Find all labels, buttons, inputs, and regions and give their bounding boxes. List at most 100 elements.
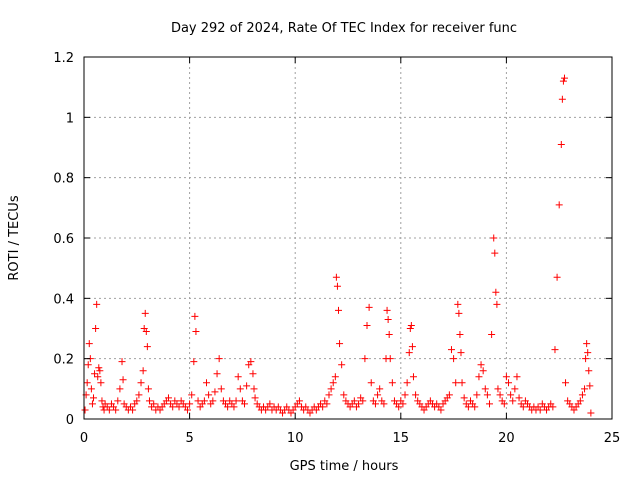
x-tick-label: 25 <box>604 431 621 446</box>
data-point <box>336 340 344 348</box>
data-point <box>460 394 468 402</box>
plot-frame <box>83 56 613 420</box>
data-point <box>144 385 152 393</box>
data-point <box>505 379 513 387</box>
chart-title: Day 292 of 2024, Rate Of TEC Index for r… <box>171 21 517 36</box>
data-point <box>490 234 498 242</box>
data-point <box>380 400 388 408</box>
data-point <box>215 355 223 363</box>
data-point <box>84 361 92 369</box>
data-point <box>192 328 200 336</box>
x-tick-label: 5 <box>185 431 193 446</box>
data-point <box>385 331 393 339</box>
data-point <box>395 403 403 411</box>
data-point <box>581 385 589 393</box>
data-point <box>213 370 221 378</box>
data-point <box>243 382 251 390</box>
data-point <box>143 343 151 351</box>
data-point <box>500 400 508 408</box>
data-point <box>333 282 341 290</box>
data-point <box>319 403 327 411</box>
data-point <box>217 385 225 393</box>
y-axis-label: ROTI / TECUs <box>7 195 22 280</box>
data-point <box>175 403 183 411</box>
grid-lines <box>84 57 612 419</box>
data-point <box>340 391 348 399</box>
data-point <box>338 361 346 369</box>
data-point <box>365 303 373 311</box>
data-point <box>578 391 586 399</box>
data-point <box>236 385 244 393</box>
data-point <box>247 358 255 366</box>
data-point <box>164 394 172 402</box>
data-point <box>266 400 274 408</box>
data-point <box>515 394 523 402</box>
data-point <box>119 376 127 384</box>
data-point <box>558 95 566 103</box>
data-point <box>350 397 358 405</box>
data-point <box>194 397 202 405</box>
data-point <box>190 358 198 366</box>
data-point <box>329 379 337 387</box>
data-point <box>560 74 568 82</box>
data-point <box>496 391 504 399</box>
data-point <box>332 273 340 281</box>
data-point <box>483 391 491 399</box>
data-point <box>93 300 101 308</box>
data-point <box>456 331 464 339</box>
data-point <box>211 388 219 396</box>
data-point <box>457 349 465 357</box>
data-point <box>83 379 91 387</box>
data-point <box>473 391 481 399</box>
data-point <box>406 325 414 332</box>
data-point <box>250 385 258 393</box>
data-point <box>557 140 565 148</box>
data-point <box>488 331 496 339</box>
data-point <box>331 373 339 381</box>
data-point <box>137 379 145 387</box>
data-point <box>509 397 517 405</box>
x-tick-label: 20 <box>498 431 515 446</box>
data-point <box>205 391 213 399</box>
data-point <box>145 397 153 405</box>
x-axis-label: GPS time / hours <box>290 459 399 474</box>
data-point <box>327 385 335 393</box>
data-point <box>454 300 462 308</box>
data-point <box>105 406 113 414</box>
data-point <box>447 346 455 354</box>
data-point <box>188 391 196 399</box>
data-point <box>549 403 557 411</box>
data-point <box>323 400 331 408</box>
data-point <box>475 373 483 381</box>
data-point <box>576 397 584 405</box>
data-point <box>479 367 487 375</box>
data-point <box>224 403 232 411</box>
data-point <box>536 406 544 414</box>
data-point <box>96 367 104 375</box>
data-point <box>584 349 592 357</box>
data-point <box>471 403 479 411</box>
data-point <box>493 300 501 308</box>
data-point <box>481 385 489 393</box>
data-point <box>202 379 210 387</box>
data-point <box>502 373 510 381</box>
x-tick-label: 15 <box>393 431 410 446</box>
data-point <box>129 406 137 414</box>
data-point <box>232 397 240 405</box>
data-point <box>464 403 472 411</box>
data-point <box>408 343 416 351</box>
data-point <box>491 249 499 257</box>
data-point <box>209 397 217 405</box>
data-point <box>455 309 463 317</box>
data-point <box>135 391 143 399</box>
data-point <box>87 385 95 393</box>
data-point <box>116 385 124 393</box>
data-point <box>401 391 409 399</box>
data-point <box>586 382 594 390</box>
data-point <box>450 355 458 363</box>
data-point <box>383 306 391 314</box>
data-point <box>409 373 417 381</box>
data-points <box>81 74 595 417</box>
data-point <box>95 364 103 372</box>
data-point <box>139 367 147 375</box>
